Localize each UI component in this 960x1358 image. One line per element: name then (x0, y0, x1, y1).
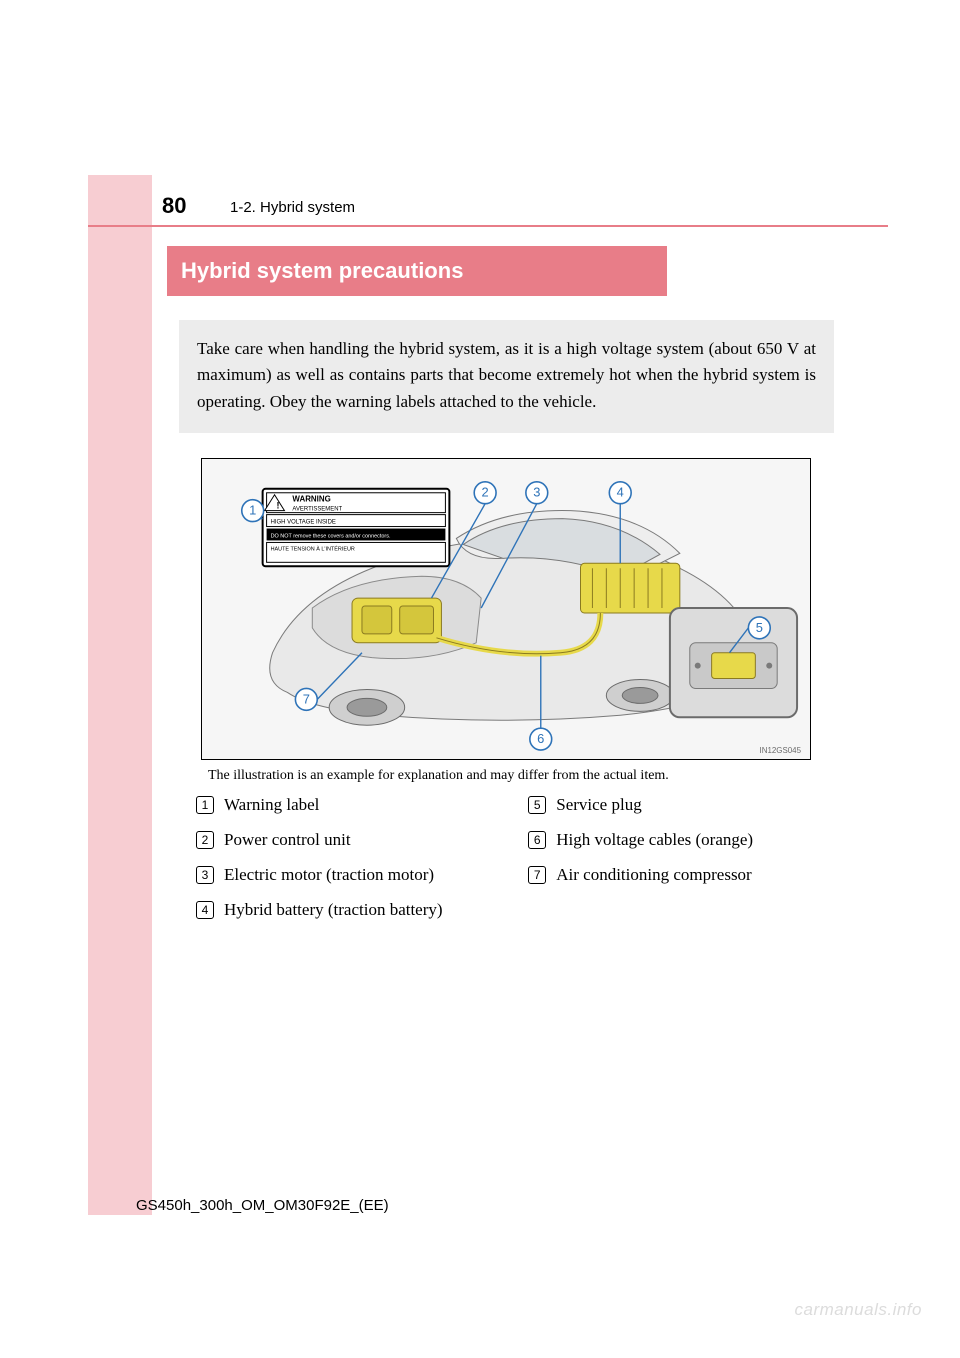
callout-number-7: 7 (303, 691, 310, 706)
legend-item-5: 5 Service plug (528, 794, 828, 815)
legend-label: Warning label (224, 795, 319, 814)
svg-text:HAUTE TENSION À L'INTÉRIEUR: HAUTE TENSION À L'INTÉRIEUR (271, 545, 355, 552)
legend-label: Air conditioning compressor (556, 865, 751, 884)
callout-number-4: 4 (617, 485, 624, 500)
callout-number-1: 1 (249, 503, 256, 518)
hybrid-battery (581, 563, 680, 613)
legend-column-right: 5 Service plug 6 High voltage cables (orang… (528, 794, 828, 899)
svg-text:DO NOT remove these covers and: DO NOT remove these covers and/or connec… (271, 533, 391, 539)
callout-number-6: 6 (537, 731, 544, 746)
legend-label: High voltage cables (orange) (556, 830, 753, 849)
intro-box: Take care when handling the hybrid syste… (179, 320, 834, 433)
manual-page: 80 1-2. Hybrid system Hybrid system prec… (0, 0, 960, 1358)
callout-number-2: 2 (482, 485, 489, 500)
page-number: 80 (162, 193, 186, 219)
figure-caption: The illustration is an example for expla… (208, 768, 669, 784)
breadcrumb: 1-2. Hybrid system (230, 199, 355, 216)
legend-number: 6 (528, 831, 546, 849)
legend-item-6: 6 High voltage cables (orange) (528, 829, 828, 850)
chapter-tab (88, 175, 152, 1215)
legend-label: Electric motor (traction motor) (224, 865, 434, 884)
svg-text:!: ! (277, 501, 280, 511)
svg-text:AVERTISSEMENT: AVERTISSEMENT (292, 507, 342, 513)
diagram-figure: ! WARNING AVERTISSEMENT HIGH VOLTAGE INS… (201, 458, 811, 760)
legend-number: 2 (196, 831, 214, 849)
legend-number: 3 (196, 866, 214, 884)
legend-item-2: 2 Power control unit (196, 829, 524, 850)
legend-item-3: 3 Electric motor (traction motor) (196, 864, 524, 885)
watermark: carmanuals.info (794, 1300, 922, 1320)
legend-number: 5 (528, 796, 546, 814)
legend-number: 4 (196, 901, 214, 919)
service-plug-inset (670, 608, 797, 717)
legend-item-7: 7 Air conditioning compressor (528, 864, 828, 885)
legend-number: 7 (528, 866, 546, 884)
svg-text:WARNING: WARNING (292, 495, 330, 504)
legend: 1 Warning label 2 Power control unit 3 Electr… (196, 794, 836, 934)
legend-label: Service plug (556, 795, 641, 814)
warning-label-graphic: ! WARNING AVERTISSEMENT HIGH VOLTAGE INS… (263, 489, 450, 566)
legend-label: Power control unit (224, 830, 351, 849)
section-title: Hybrid system precautions (167, 246, 667, 296)
vehicle-diagram-svg: ! WARNING AVERTISSEMENT HIGH VOLTAGE INS… (202, 459, 810, 759)
svg-text:HIGH VOLTAGE INSIDE: HIGH VOLTAGE INSIDE (271, 520, 336, 526)
legend-item-1: 1 Warning label (196, 794, 524, 815)
intro-text: Take care when handling the hybrid syste… (197, 339, 816, 411)
callout-number-5: 5 (756, 620, 763, 635)
header-rule (88, 225, 888, 227)
legend-item-4: 4 Hybrid battery (traction battery) (196, 899, 524, 920)
figure-code: IN12GS045 (760, 746, 802, 755)
document-code: GS450h_300h_OM_OM30F92E_(EE) (136, 1197, 389, 1214)
callout-number-3: 3 (533, 485, 540, 500)
legend-label: Hybrid battery (traction battery) (224, 900, 443, 919)
legend-column-left: 1 Warning label 2 Power control unit 3 Electr… (196, 794, 524, 934)
legend-number: 1 (196, 796, 214, 814)
